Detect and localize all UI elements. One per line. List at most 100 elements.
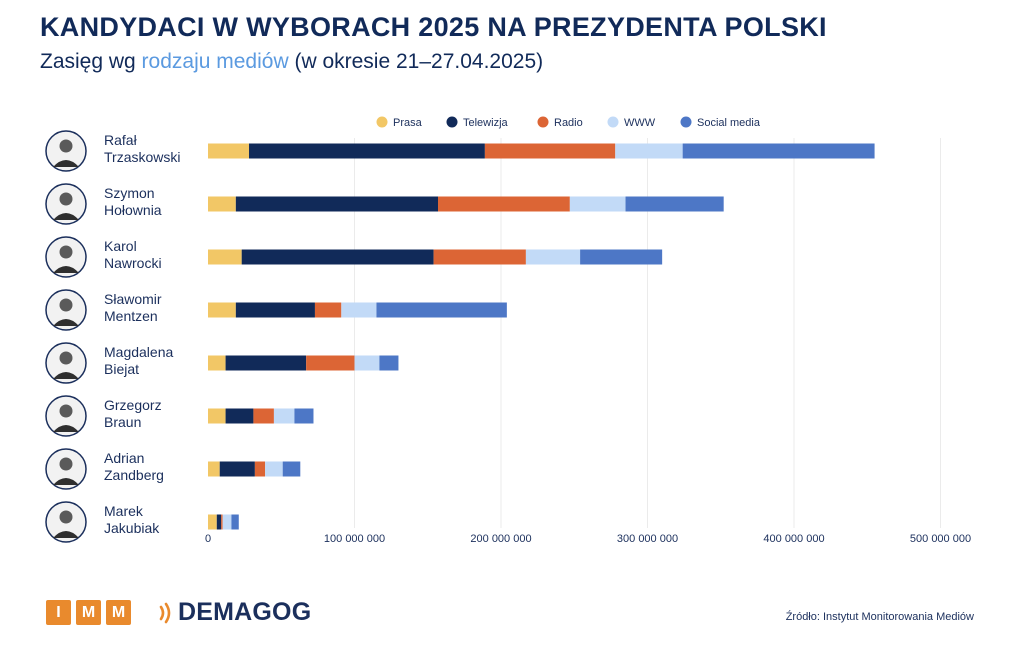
bar-segment — [241, 249, 434, 265]
bar-segment — [580, 249, 663, 265]
legend-label: Prasa — [393, 117, 423, 129]
avatar-head — [59, 351, 73, 365]
bar-segment — [208, 196, 236, 212]
bar-segment — [231, 514, 239, 530]
demagog-logo: DEMAGOG — [158, 598, 311, 627]
candidate-first-name: Marek — [104, 503, 144, 519]
imm-logo: I M M — [46, 600, 131, 625]
bar-segment — [208, 355, 226, 371]
avatar-body — [53, 531, 79, 538]
candidate-name: Magdalena Biejat — [104, 344, 173, 377]
candidate-name: Sławomir Mentzen — [104, 291, 162, 324]
avatar-body — [53, 372, 79, 379]
avatar-head — [59, 139, 73, 153]
avatar-head — [59, 510, 73, 524]
bar-segment — [379, 355, 399, 371]
avatar-body — [53, 319, 79, 326]
avatar-head — [59, 298, 73, 312]
bar-segment — [625, 196, 724, 212]
candidate-name: Marek Jakubiak — [104, 503, 160, 536]
candidate-last-name: Braun — [104, 414, 141, 430]
bar-segment — [253, 408, 274, 424]
bar-segment — [615, 143, 683, 159]
bar-segment — [354, 355, 380, 371]
candidate-name: Grzegorz Braun — [104, 397, 162, 430]
candidate-name: Szymon Hołownia — [104, 185, 162, 218]
bar-segment — [208, 461, 220, 477]
legend-swatch — [607, 116, 619, 128]
x-tick-label: 300 000 000 — [617, 533, 678, 545]
legend-swatch — [376, 116, 388, 128]
candidate-first-name: Magdalena — [104, 344, 173, 360]
legend-label: Radio — [554, 117, 583, 129]
demagog-wordmark: DEMAGOG — [178, 598, 312, 626]
subtitle-suffix: (w okresie 21–27.04.2025) — [288, 50, 544, 73]
bar-segment — [273, 408, 295, 424]
avatar-head — [59, 404, 73, 418]
candidate-name: Karol Nawrocki — [104, 238, 162, 271]
candidate-name: Rafał Trzaskowski — [104, 132, 181, 165]
source-note: Źródło: Instytut Monitorowania Mediów — [785, 611, 974, 623]
bar-segment — [306, 355, 355, 371]
x-tick-label: 400 000 000 — [763, 533, 824, 545]
candidate-last-name: Zandberg — [104, 467, 164, 483]
legend-swatch — [680, 116, 692, 128]
bar-segment — [208, 302, 236, 318]
candidate-last-name: Trzaskowski — [104, 149, 181, 165]
candidate-first-name: Adrian — [104, 450, 144, 466]
bar-segment — [249, 143, 485, 159]
chart-subtitle: Zasięg wg rodzaju mediów (w okresie 21–2… — [40, 50, 543, 74]
x-tick-label: 0 — [205, 533, 211, 545]
legend-label: Telewizja — [463, 117, 509, 129]
x-tick-label: 100 000 000 — [324, 533, 385, 545]
bar-segment — [208, 408, 226, 424]
candidate-last-name: Hołownia — [104, 202, 162, 218]
bar-segment — [265, 461, 283, 477]
legend-swatch — [537, 116, 549, 128]
candidate-last-name: Jakubiak — [104, 520, 160, 536]
subtitle-prefix: Zasięg wg — [40, 50, 142, 73]
bar-segment — [484, 143, 616, 159]
avatar-body — [53, 478, 79, 485]
bar-segment — [235, 196, 439, 212]
bar-segment — [219, 461, 255, 477]
candidate-name: Adrian Zandberg — [104, 450, 164, 483]
bar-segment — [341, 302, 377, 318]
candidate-last-name: Biejat — [104, 361, 139, 377]
x-tick-label: 200 000 000 — [470, 533, 531, 545]
bar-segment — [569, 196, 626, 212]
stacked-bar-chart: 0 100 000 000 200 000 000 300 000 000 400 00… — [45, 116, 971, 545]
bar-segment — [376, 302, 507, 318]
bar-segment — [282, 461, 301, 477]
bar-segment — [314, 302, 342, 318]
avatar-body — [53, 425, 79, 432]
candidate-last-name: Nawrocki — [104, 255, 162, 271]
bar-segment — [682, 143, 875, 159]
bar-segment — [208, 249, 242, 265]
bar-segment — [225, 355, 307, 371]
bar-segment — [294, 408, 314, 424]
candidate-last-name: Mentzen — [104, 308, 158, 324]
candidate-first-name: Grzegorz — [104, 397, 162, 413]
candidate-first-name: Karol — [104, 238, 137, 254]
subtitle-highlight: rodzaju mediów — [141, 50, 289, 73]
sound-waves-icon — [159, 602, 171, 623]
candidate-first-name: Szymon — [104, 185, 155, 201]
avatar-body — [53, 160, 79, 167]
bar-segment — [433, 249, 526, 265]
candidate-first-name: Rafał — [104, 132, 138, 148]
bar-segment — [438, 196, 570, 212]
avatar-head — [59, 245, 73, 259]
legend-swatch — [446, 116, 458, 128]
avatar-body — [53, 266, 79, 273]
bar-segment — [225, 408, 254, 424]
bar-segment — [208, 514, 217, 530]
imm-logo-letter: I — [46, 600, 71, 625]
x-tick-label: 500 000 000 — [910, 533, 971, 545]
bar-segment — [216, 514, 222, 530]
avatar-body — [53, 213, 79, 220]
bar-segment — [221, 514, 223, 530]
imm-logo-letter: M — [76, 600, 101, 625]
bar-segment — [222, 514, 232, 530]
chart-title: KANDYDACI W WYBORACH 2025 NA PREZYDENTA … — [40, 12, 827, 42]
